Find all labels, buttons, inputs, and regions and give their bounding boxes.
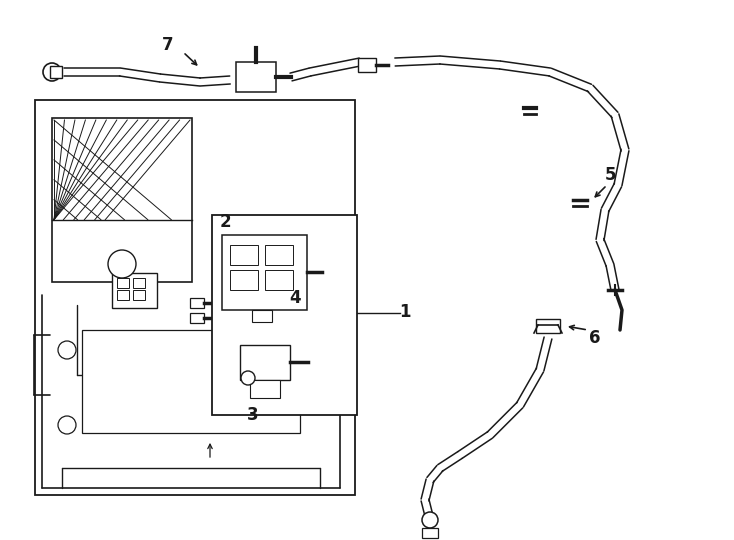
Bar: [190, 298, 204, 308]
Bar: [265, 270, 293, 290]
Bar: [117, 278, 129, 288]
Bar: [358, 58, 376, 72]
Bar: [117, 290, 129, 300]
Text: 3: 3: [247, 406, 259, 424]
Bar: [133, 278, 145, 288]
Text: 1: 1: [399, 303, 411, 321]
Bar: [50, 66, 62, 78]
Bar: [265, 245, 293, 265]
Bar: [222, 235, 307, 310]
Bar: [240, 345, 290, 380]
Text: 7: 7: [162, 36, 174, 54]
Bar: [252, 310, 272, 322]
Text: 6: 6: [589, 329, 600, 347]
Bar: [112, 273, 157, 308]
Bar: [92, 405, 122, 425]
Text: 4: 4: [289, 289, 301, 307]
Circle shape: [422, 512, 438, 528]
Text: 5: 5: [604, 166, 616, 184]
Circle shape: [108, 250, 136, 278]
Text: 2: 2: [219, 213, 230, 231]
Bar: [536, 319, 560, 333]
Bar: [35, 100, 355, 495]
Circle shape: [241, 371, 255, 385]
Bar: [133, 290, 145, 300]
Bar: [82, 330, 300, 433]
Circle shape: [58, 341, 76, 359]
Bar: [190, 313, 204, 323]
Bar: [212, 215, 357, 415]
Circle shape: [43, 63, 61, 81]
Bar: [422, 528, 438, 538]
Bar: [52, 118, 192, 282]
Bar: [236, 62, 276, 92]
Circle shape: [306, 341, 324, 359]
Bar: [230, 270, 258, 290]
Circle shape: [58, 416, 76, 434]
Bar: [250, 380, 280, 398]
Bar: [230, 245, 258, 265]
